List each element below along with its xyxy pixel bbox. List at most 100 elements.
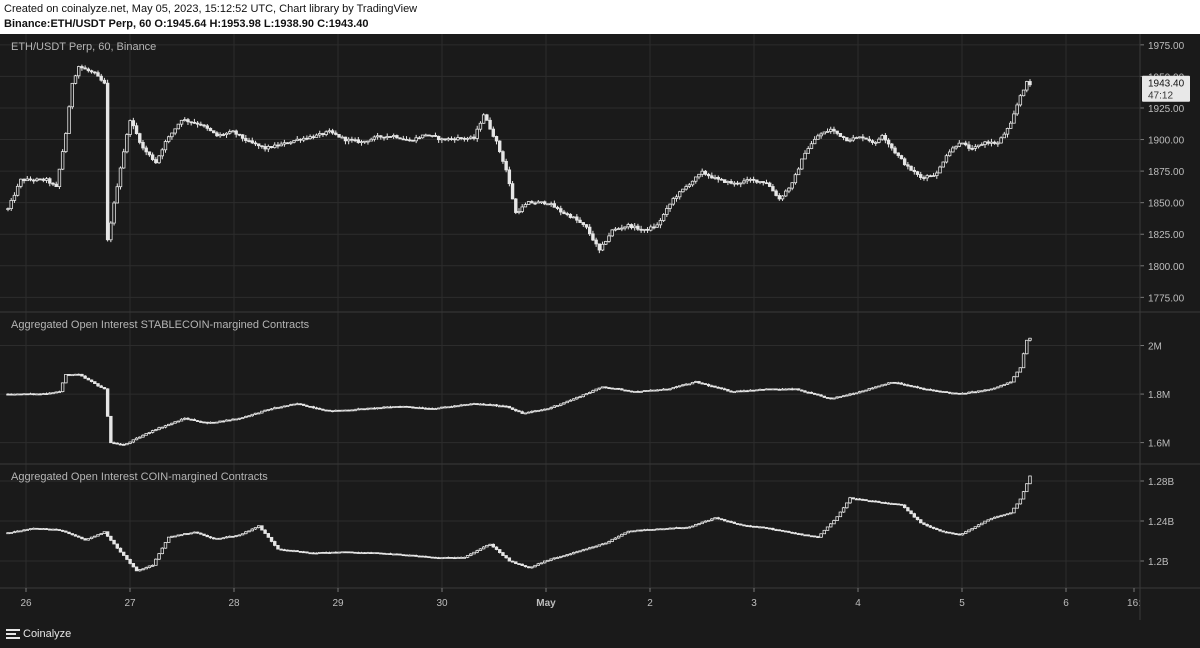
candle	[803, 150, 807, 160]
xtick-label: 30	[436, 598, 448, 609]
candle	[334, 130, 338, 136]
candle	[6, 393, 10, 396]
candle	[472, 134, 476, 141]
candle	[346, 551, 351, 554]
candle	[273, 540, 277, 547]
candle	[57, 168, 62, 190]
candle	[179, 418, 184, 422]
candle	[915, 516, 920, 521]
candle	[764, 527, 769, 529]
candle	[922, 387, 926, 391]
candle	[1002, 131, 1006, 139]
candle	[282, 139, 287, 147]
candle	[812, 136, 817, 145]
candle	[539, 201, 544, 205]
candle	[594, 388, 598, 392]
candle	[32, 393, 36, 396]
candle	[607, 540, 611, 544]
created-on-line: Created on coinalyze.net, May 05, 2023, …	[4, 3, 418, 15]
candle	[829, 126, 833, 134]
candle	[86, 377, 91, 381]
candle	[719, 387, 724, 390]
candle	[469, 403, 473, 406]
candle	[453, 556, 457, 560]
candle	[324, 409, 328, 412]
candle	[260, 525, 264, 531]
candle	[803, 534, 807, 537]
candle	[996, 386, 1000, 389]
pane-2[interactable]: 2M 1.8M 1.6M Aggregated Open Interest STABL…	[0, 311, 1200, 464]
candle	[446, 556, 450, 559]
candle	[649, 224, 653, 232]
candle	[205, 421, 209, 425]
candle	[661, 528, 666, 531]
candle	[716, 516, 720, 520]
candle	[147, 565, 152, 569]
candle	[588, 546, 592, 550]
pane-3[interactable]: 1.28B 1.24B 1.2B Aggregated Open Interest C…	[0, 463, 1200, 588]
candle	[48, 391, 52, 395]
candle	[15, 530, 20, 533]
candle	[954, 392, 958, 395]
candle	[761, 181, 765, 186]
x-axis[interactable]: 26 27 28 29 30 May 2 3 4 5 6 16:	[0, 587, 1200, 620]
candle	[195, 121, 200, 128]
pane-1[interactable]: 1975.001950.001925.001900.001875.001850.…	[0, 34, 1190, 312]
high-value: 1953.98	[221, 18, 261, 30]
candle	[665, 388, 669, 391]
candle	[202, 533, 206, 537]
candle	[311, 405, 316, 409]
candle	[626, 222, 630, 230]
candle	[128, 558, 132, 565]
candle	[559, 555, 563, 559]
candle	[915, 170, 920, 177]
brand[interactable]: Coinalyze	[6, 628, 71, 640]
candle	[250, 528, 254, 532]
candle	[533, 201, 537, 206]
candle	[247, 415, 251, 418]
candle	[976, 524, 981, 528]
candle	[1025, 339, 1029, 355]
candle	[732, 181, 737, 187]
candle	[694, 176, 698, 184]
candle	[533, 409, 537, 413]
candle	[636, 390, 640, 393]
candle	[1028, 337, 1032, 342]
candle	[266, 144, 271, 153]
candle	[51, 392, 55, 395]
candle	[70, 374, 74, 377]
candle	[54, 391, 58, 394]
candle	[514, 408, 518, 412]
candle	[947, 531, 952, 534]
candle	[639, 225, 643, 233]
candle	[102, 531, 107, 534]
candle	[825, 397, 830, 399]
candle	[745, 176, 749, 184]
candle	[661, 213, 666, 223]
candle	[620, 224, 624, 232]
candle	[796, 167, 801, 176]
candle	[199, 420, 203, 423]
candle	[28, 392, 33, 396]
candle	[880, 384, 884, 387]
candle	[996, 140, 1000, 147]
candle	[327, 409, 332, 412]
candle	[864, 499, 868, 502]
candle	[35, 177, 39, 183]
candle	[687, 526, 692, 529]
candle	[989, 138, 994, 147]
candle	[739, 523, 743, 526]
chart-area[interactable]: 1975.001950.001925.001900.001875.001850.…	[0, 34, 1200, 620]
candle	[552, 557, 557, 560]
candle	[41, 392, 46, 395]
candle	[1009, 381, 1013, 384]
candle	[41, 177, 46, 183]
candle	[478, 121, 483, 132]
candle	[829, 522, 833, 528]
candle	[578, 395, 582, 399]
candle	[610, 229, 614, 237]
candle	[498, 140, 502, 154]
candle	[408, 554, 412, 557]
candle	[221, 537, 226, 540]
candle	[44, 177, 49, 184]
